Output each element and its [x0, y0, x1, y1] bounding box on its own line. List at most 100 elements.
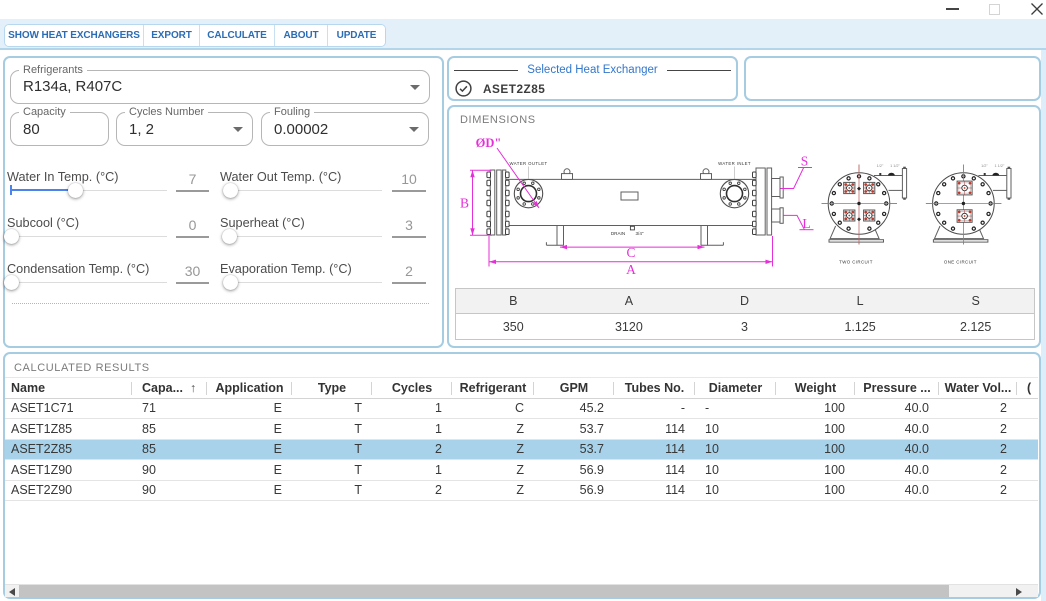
column-header-label: (: [1027, 380, 1032, 395]
superheat-slider-thumb[interactable]: [222, 228, 238, 244]
dropdown-arrow-icon[interactable]: [409, 127, 419, 132]
maximize-icon[interactable]: [989, 4, 1000, 15]
show-heat-exchangers-button[interactable]: SHOW HEAT EXCHANGERS: [5, 25, 144, 46]
condensation-temp-slider[interactable]: [4, 274, 167, 290]
column-header-name[interactable]: Name: [5, 378, 132, 398]
results-row-aset1z90[interactable]: ASET1Z90 90 E T 1 Z 56.9 114 10 100 40.0 2: [5, 460, 1038, 481]
subcool-slider-thumb[interactable]: [4, 228, 20, 244]
slider-rail[interactable]: [10, 235, 167, 237]
refrigerants-label: Refrigerants: [19, 64, 87, 76]
column-header-[interactable]: (: [1017, 378, 1038, 398]
cycles-number-value: 1, 2: [129, 120, 155, 138]
export-button[interactable]: EXPORT: [144, 25, 200, 46]
column-header-pressure[interactable]: Pressure ...: [855, 378, 939, 398]
cell: E: [273, 483, 282, 498]
water-out-temp-value[interactable]: 10: [392, 171, 426, 192]
capacity-field[interactable]: Capacity 80: [10, 106, 109, 146]
water-in-temp-slider-thumb[interactable]: [68, 182, 84, 198]
results-table-header: Name Capa... ↑ Application Type Cycles Refrige…: [5, 377, 1038, 399]
water-inlet-port: [719, 178, 749, 208]
condensation-temp-value[interactable]: 30: [176, 263, 209, 284]
superheat-value[interactable]: 3: [392, 217, 426, 238]
evaporation-temp-label: Evaporation Temp. (°C): [220, 262, 352, 276]
column-header-type[interactable]: Type: [292, 378, 372, 398]
evaporation-temp-slider[interactable]: [222, 274, 382, 290]
cell: 85: [142, 421, 156, 436]
scrollbar-right-arrow-icon[interactable]: [1016, 587, 1022, 596]
cell: [1017, 399, 1038, 419]
side-view-drawing: WATER OUTLET WATER INLET DRAIN 3/4": [485, 161, 784, 246]
column-header-label: Name: [11, 380, 46, 395]
column-header-water-vol[interactable]: Water Vol...: [939, 378, 1017, 398]
slider-rail[interactable]: [10, 281, 167, 283]
column-header-application[interactable]: Application: [207, 378, 292, 398]
water-in-temp-slider[interactable]: [10, 182, 167, 198]
superheat-slider[interactable]: [222, 228, 382, 244]
results-row-aset1c71[interactable]: ASET1C71 71 E T 1 C 45.2 - - 100 40.0 2: [5, 399, 1038, 419]
cell: 45.2: [579, 401, 604, 416]
dropdown-arrow-icon[interactable]: [233, 127, 243, 132]
svg-text:S: S: [800, 153, 808, 168]
dim-header-b: B: [509, 294, 518, 308]
end-view-one-circuit: 1/2" 1 1/2" ONE CIRCUIT: [925, 164, 1011, 264]
slider-rail[interactable]: [10, 189, 167, 191]
minimize-icon[interactable]: [946, 8, 959, 10]
results-row-aset1z85[interactable]: ASET1Z85 85 E T 1 Z 53.7 114 10 100 40.0 2: [5, 419, 1038, 440]
fouling-select[interactable]: Fouling 0.00002: [261, 106, 429, 146]
dim-value-s: 2.125: [960, 319, 992, 334]
column-header-tubes-no[interactable]: Tubes No.: [614, 378, 695, 398]
slider-rail[interactable]: [223, 189, 382, 191]
water-out-temp-slider[interactable]: [223, 182, 382, 198]
water-in-temp-value[interactable]: 7: [176, 171, 209, 192]
column-header-label: Type: [317, 380, 347, 395]
dropdown-arrow-icon[interactable]: [410, 84, 420, 90]
about-button[interactable]: ABOUT: [275, 25, 328, 46]
subcool-slider[interactable]: [4, 228, 167, 244]
condensation-temp-slider-thumb[interactable]: [4, 274, 20, 290]
column-header-refrigerant[interactable]: Refrigerant: [452, 378, 534, 398]
subcool-value[interactable]: 0: [176, 217, 209, 238]
water-in-temp-slider-row: Water In Temp. (°C) 7: [7, 170, 209, 204]
refrigerants-select[interactable]: Refrigerants R134a, R407C: [10, 64, 430, 104]
evaporation-temp-value[interactable]: 2: [392, 263, 426, 284]
slider-rail[interactable]: [223, 235, 382, 237]
water-outlet-port: [513, 178, 543, 208]
cell: ASET1C71: [11, 401, 74, 416]
svg-text:A: A: [626, 261, 636, 276]
cell: [1017, 481, 1038, 501]
sort-ascending-icon[interactable]: ↑: [190, 380, 197, 395]
cell: E: [273, 462, 282, 477]
cycles-number-label: Cycles Number: [125, 106, 209, 118]
evaporation-temp-slider-thumb[interactable]: [222, 274, 238, 290]
column-header-cycles[interactable]: Cycles: [372, 378, 452, 398]
cell: 40.0: [904, 442, 929, 457]
scrollbar-left-arrow-icon[interactable]: [9, 587, 15, 596]
check-circle-icon: [455, 80, 472, 97]
scrollbar-thumb[interactable]: [19, 585, 949, 597]
column-header-capa[interactable]: Capa... ↑: [132, 378, 207, 398]
update-button[interactable]: UPDATE: [328, 25, 385, 46]
dim-header-l: L: [856, 294, 864, 308]
column-header-diameter[interactable]: Diameter: [695, 378, 776, 398]
calculate-button[interactable]: CALCULATE: [200, 25, 275, 46]
water-out-temp-slider-thumb[interactable]: [223, 182, 239, 198]
column-header-label: Cycles: [391, 380, 433, 395]
horizontal-scrollbar[interactable]: [5, 583, 1038, 597]
close-icon[interactable]: [1029, 1, 1045, 17]
column-header-gpm[interactable]: GPM: [534, 378, 614, 398]
dimensions-table-header: B A D L S: [455, 289, 1034, 314]
results-row-aset2z90[interactable]: ASET2Z90 90 E T 2 Z 56.9 114 10 100 40.0 2: [5, 481, 1038, 501]
column-header-weight[interactable]: Weight: [776, 378, 855, 398]
dimensions-title: DIMENSIONS: [460, 114, 536, 126]
results-row-aset2z85[interactable]: ASET2Z85 85 E T 2 Z 53.7 114 10 100 40.0 2: [5, 439, 1038, 460]
fouling-label: Fouling: [270, 106, 315, 118]
slider-rail[interactable]: [223, 281, 382, 283]
cell: T: [354, 483, 362, 498]
cycles-number-select[interactable]: Cycles Number 1, 2: [116, 106, 253, 146]
fouling-value: 0.00002: [274, 120, 329, 138]
cell: T: [354, 442, 362, 457]
cell: 2: [1000, 421, 1007, 436]
cell: 114: [665, 483, 685, 498]
cell: 90: [142, 462, 156, 477]
